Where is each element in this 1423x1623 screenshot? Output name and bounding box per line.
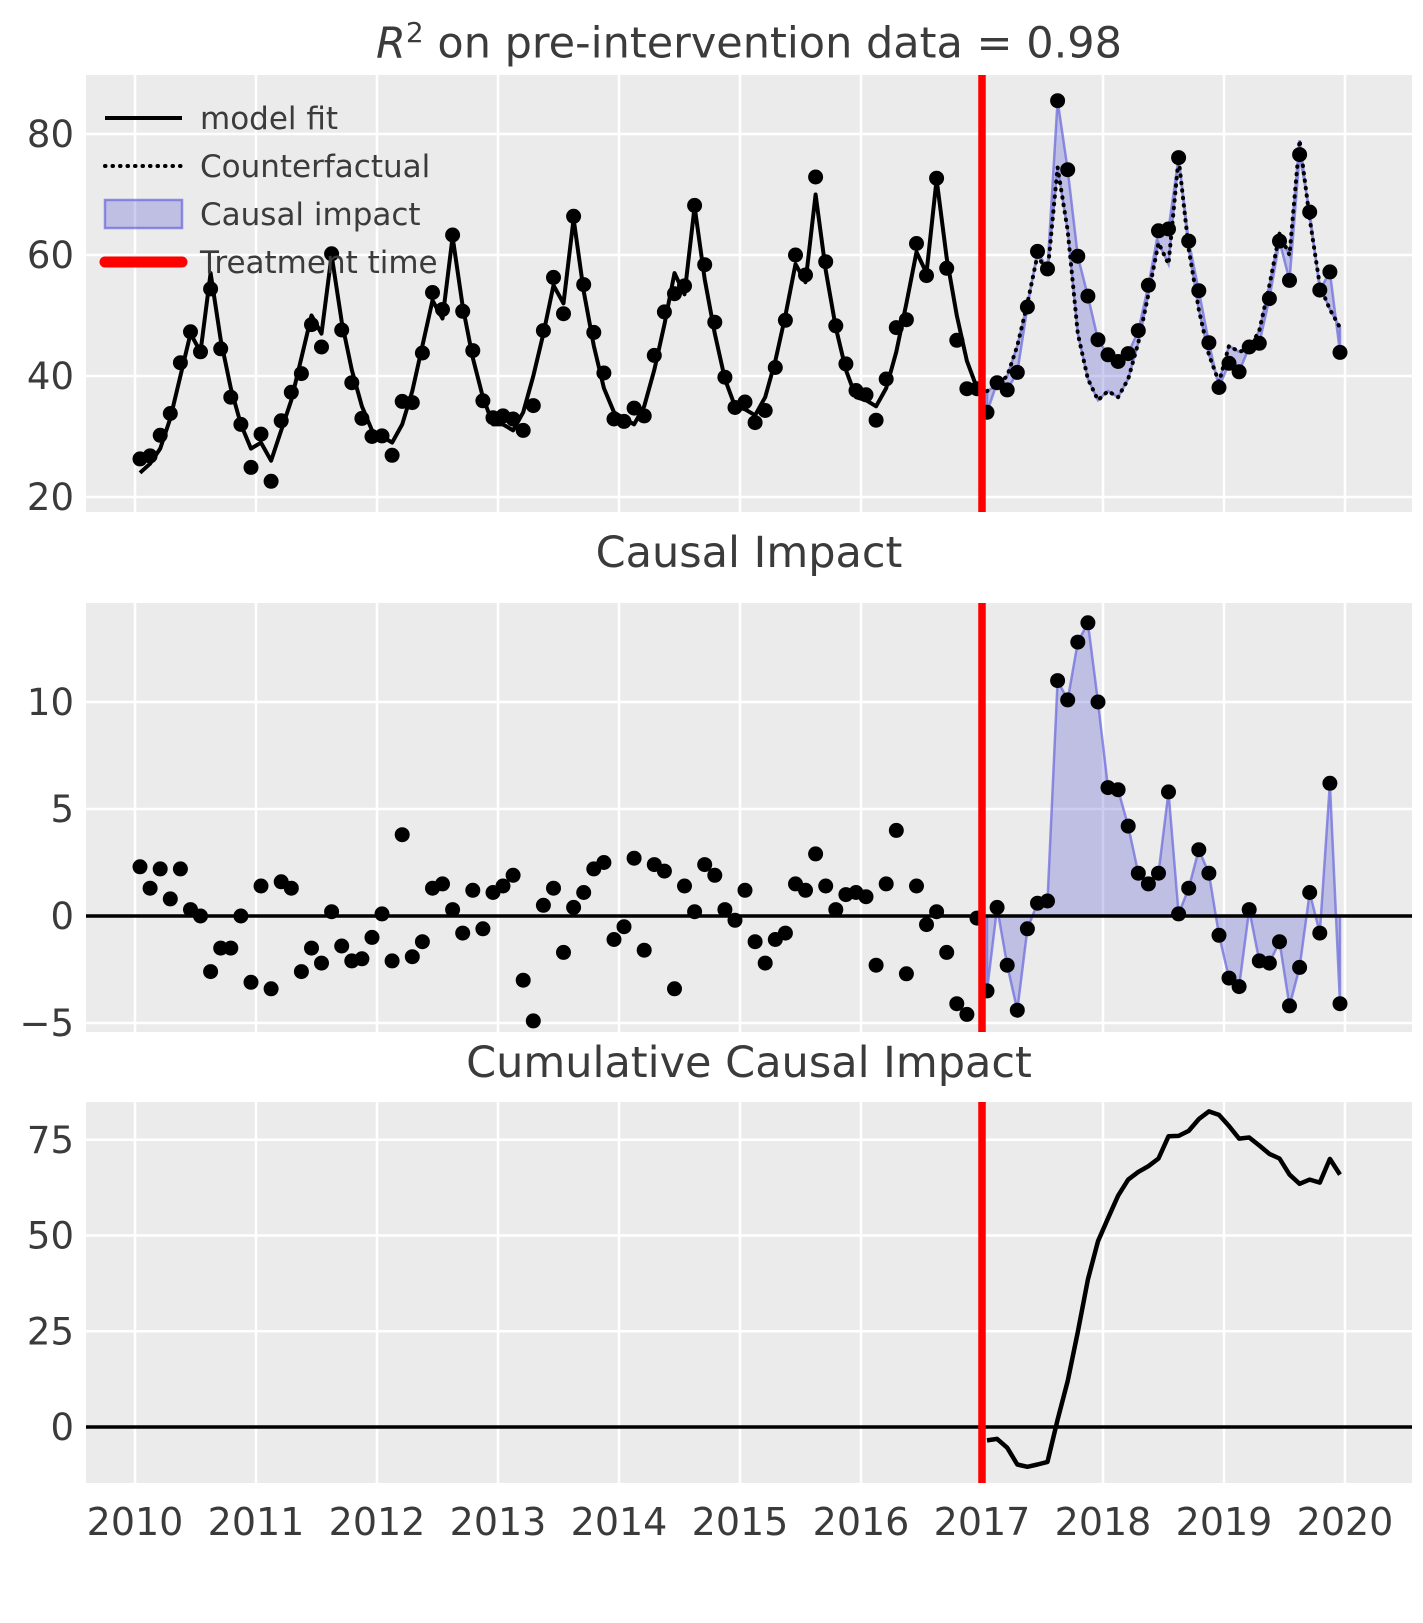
svg-text:2018: 2018 <box>1055 1500 1152 1544</box>
legend-causal-impact-swatch <box>103 198 184 230</box>
panel1-title-rest: on pre-intervention data = 0.98 <box>423 18 1122 69</box>
svg-text:2015: 2015 <box>692 1500 789 1544</box>
legend-label: Treatment time <box>199 245 438 281</box>
svg-text:20: 20 <box>27 476 74 519</box>
svg-text:25: 25 <box>27 1310 74 1353</box>
panel1-title-r: R <box>376 18 406 69</box>
svg-text:2010: 2010 <box>87 1500 184 1544</box>
panel3-plot-area <box>86 1102 1412 1483</box>
legend-label: model fit <box>200 101 338 137</box>
x-tick-labels: 2010 2011 2012 2013 2014 2015 2016 2017 2018 2019… <box>87 1500 1394 1544</box>
svg-text:0: 0 <box>50 1406 74 1449</box>
y-tick-labels: 20 40 60 80 −5 0 5 10 0 25 50 75 <box>19 113 74 1449</box>
legend: model fit Counterfactual Causal impact Trea… <box>99 101 438 281</box>
svg-text:40: 40 <box>27 355 74 398</box>
panel2-plot-area <box>86 603 1412 1032</box>
svg-text:2016: 2016 <box>813 1500 910 1544</box>
svg-text:50: 50 <box>27 1215 74 1258</box>
svg-text:2012: 2012 <box>329 1500 426 1544</box>
svg-text:0: 0 <box>50 895 74 938</box>
legend-label: Counterfactual <box>200 149 430 185</box>
svg-text:2019: 2019 <box>1176 1500 1273 1544</box>
svg-text:5: 5 <box>50 788 74 831</box>
panel3-title: Cumulative Causal Impact <box>466 1038 1032 1088</box>
svg-text:2017: 2017 <box>934 1500 1031 1544</box>
svg-text:2013: 2013 <box>450 1500 547 1544</box>
cumulative-impact-line <box>986 1109 1342 1470</box>
svg-text:80: 80 <box>27 113 74 156</box>
svg-text:2011: 2011 <box>208 1500 305 1544</box>
observed-dots <box>132 93 1348 489</box>
svg-text:75: 75 <box>27 1119 74 1162</box>
panel1-title-sup: 2 <box>405 16 424 49</box>
svg-text:2020: 2020 <box>1297 1500 1394 1544</box>
panel1-title: R2 on pre-intervention data = 0.98 <box>86 16 1412 68</box>
svg-text:−5: −5 <box>19 1002 74 1045</box>
svg-text:60: 60 <box>27 234 74 277</box>
svg-text:2014: 2014 <box>571 1500 668 1544</box>
model-fit-line <box>138 177 979 475</box>
impact-dots <box>132 615 1348 1029</box>
panel1-plot-area <box>86 75 1412 512</box>
legend-label: Causal impact <box>200 197 421 233</box>
svg-text:10: 10 <box>27 681 74 724</box>
panel2-title: Causal Impact <box>595 528 903 578</box>
